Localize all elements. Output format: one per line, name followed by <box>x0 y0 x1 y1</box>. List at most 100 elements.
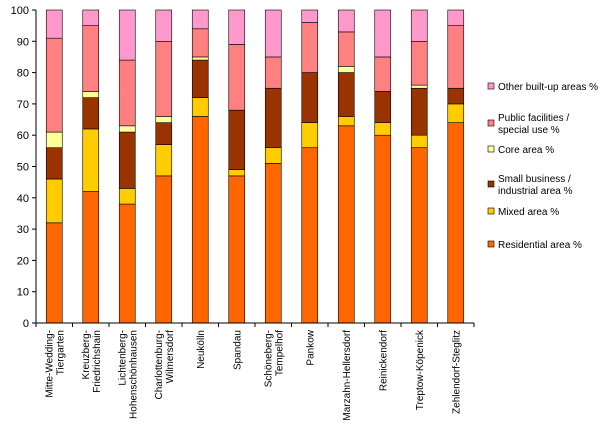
x-category-label-6-1: Tempelhof <box>274 330 285 376</box>
bar-segment-3-2 <box>155 122 173 145</box>
bar-segment-0-1 <box>45 178 63 224</box>
bar-segment-8-2 <box>337 72 355 117</box>
bar-segment-7-4 <box>301 22 319 73</box>
x-category-label-5-0: Spandau <box>232 330 243 370</box>
x-category-label-4-0: Neukölln <box>196 330 207 369</box>
legend-label-2-0: Core area % <box>498 145 554 156</box>
x-category-label-0-0: Mitte-Wedding- <box>44 330 55 398</box>
x-category-label-7-0: Pankow <box>305 329 316 365</box>
x-category-label-3-1: Wilmersdorf <box>165 330 176 384</box>
bar-segment-8-4 <box>337 31 355 67</box>
bar-segment-1-2 <box>82 97 100 130</box>
legend-label-1-0: Public facilities / <box>498 113 569 124</box>
bar-segment-3-5 <box>155 9 173 42</box>
bar-segment-0-5 <box>45 9 63 39</box>
bar-segment-1-0 <box>82 191 100 324</box>
bar-segment-11-5 <box>447 9 465 26</box>
bar-segment-10-3 <box>410 84 428 89</box>
bar-segment-2-1 <box>118 188 136 205</box>
x-category-label-1-0: Kreuzberg- <box>81 330 92 379</box>
bar-segment-6-4 <box>264 56 282 89</box>
bar-segment-10-5 <box>410 9 428 42</box>
bar-segment-7-2 <box>301 72 319 123</box>
legend-swatch-1 <box>487 119 495 127</box>
bar-segment-0-4 <box>45 37 63 133</box>
bar-segment-8-1 <box>337 116 355 127</box>
x-category-label-2-1: Hohenschönhausen <box>128 330 139 419</box>
bar-segment-10-4 <box>410 40 428 86</box>
bar-segment-8-3 <box>337 66 355 73</box>
bar-segment-0-2 <box>45 147 63 180</box>
y-tick-label-1: 10 <box>17 287 29 299</box>
legend-label-4-0: Mixed area % <box>498 207 559 218</box>
bar-segment-0-0 <box>45 222 63 324</box>
legend-swatch-3 <box>487 180 495 188</box>
x-category-label-0-1: Tiergarten <box>55 330 66 375</box>
legend-label-3-1: industrial area % <box>498 186 573 197</box>
bar-segment-10-0 <box>410 147 428 324</box>
y-tick-label-7: 70 <box>17 99 29 111</box>
bar-segment-4-2 <box>191 59 209 98</box>
legend-swatch-0 <box>487 82 495 90</box>
bar-segment-9-4 <box>374 56 392 92</box>
y-tick-label-2: 20 <box>17 255 29 267</box>
legend-label-1-1: special use % <box>498 125 560 136</box>
bar-segment-6-0 <box>264 163 282 324</box>
bar-segment-5-5 <box>228 9 246 45</box>
bar-segment-1-3 <box>82 91 100 98</box>
bar-segment-3-0 <box>155 175 173 324</box>
bar-segment-5-0 <box>228 175 246 324</box>
bar-segment-4-4 <box>191 28 209 58</box>
y-tick-label-9: 90 <box>17 36 29 48</box>
bar-segment-4-5 <box>191 9 209 30</box>
legend-label-3-0: Small business / <box>498 174 571 185</box>
bar-segment-3-3 <box>155 116 173 123</box>
x-category-label-10-0: Treptow-Köpenick <box>415 329 426 410</box>
x-category-label-2-0: Lichtenberg- <box>117 330 128 386</box>
bar-segment-2-4 <box>118 59 136 127</box>
bar-segment-3-4 <box>155 40 173 117</box>
bar-segment-1-1 <box>82 128 100 192</box>
bar-segment-9-5 <box>374 9 392 58</box>
x-category-label-9-0: Reinickendorf <box>378 330 389 391</box>
legend-layer: Other built-up areas % Public facilities … <box>487 82 598 251</box>
x-category-label-6-0: Schöneberg- <box>263 330 274 387</box>
axis-layer: 0 10 20 30 40 50 60 70 80 90 100 Mitte-Wedding- Tier… <box>11 5 475 421</box>
bar-segment-4-0 <box>191 116 209 324</box>
bar-segment-6-1 <box>264 147 282 164</box>
legend-label-5-0: Residential area % <box>498 240 582 251</box>
y-tick-label-5: 50 <box>17 162 29 174</box>
bar-segment-9-2 <box>374 91 392 123</box>
bar-segment-5-1 <box>228 169 246 177</box>
bar-segment-5-2 <box>228 109 246 170</box>
bar-segment-1-4 <box>82 25 100 92</box>
legend-swatch-5 <box>487 240 495 248</box>
bar-segment-11-0 <box>447 122 465 324</box>
y-tick-label-3: 30 <box>17 224 29 236</box>
y-tick-label-0: 0 <box>23 318 29 330</box>
bar-segment-9-0 <box>374 134 392 324</box>
bar-segment-10-2 <box>410 87 428 136</box>
y-tick-label-10: 100 <box>11 5 29 17</box>
bars-layer <box>45 9 465 324</box>
bar-segment-9-1 <box>374 122 392 136</box>
legend-label-0-0: Other built-up areas % <box>498 82 598 93</box>
x-category-label-3-0: Charlottenburg- <box>154 330 165 399</box>
bar-segment-4-1 <box>191 97 209 117</box>
bar-segment-5-4 <box>228 44 246 111</box>
legend-swatch-4 <box>487 207 495 215</box>
bar-segment-6-5 <box>264 9 282 58</box>
bar-segment-11-1 <box>447 103 465 123</box>
bar-segment-7-1 <box>301 122 319 149</box>
bar-segment-2-2 <box>118 131 136 189</box>
bar-segment-2-3 <box>118 125 136 133</box>
y-tick-label-8: 80 <box>17 68 29 80</box>
bar-segment-3-1 <box>155 144 173 177</box>
bar-segment-8-0 <box>337 125 355 324</box>
bar-segment-2-0 <box>118 203 136 324</box>
bar-segment-10-1 <box>410 134 428 149</box>
bar-segment-11-2 <box>447 87 465 105</box>
x-category-label-8-0: Marzahn-Hellersdorf <box>342 330 353 421</box>
